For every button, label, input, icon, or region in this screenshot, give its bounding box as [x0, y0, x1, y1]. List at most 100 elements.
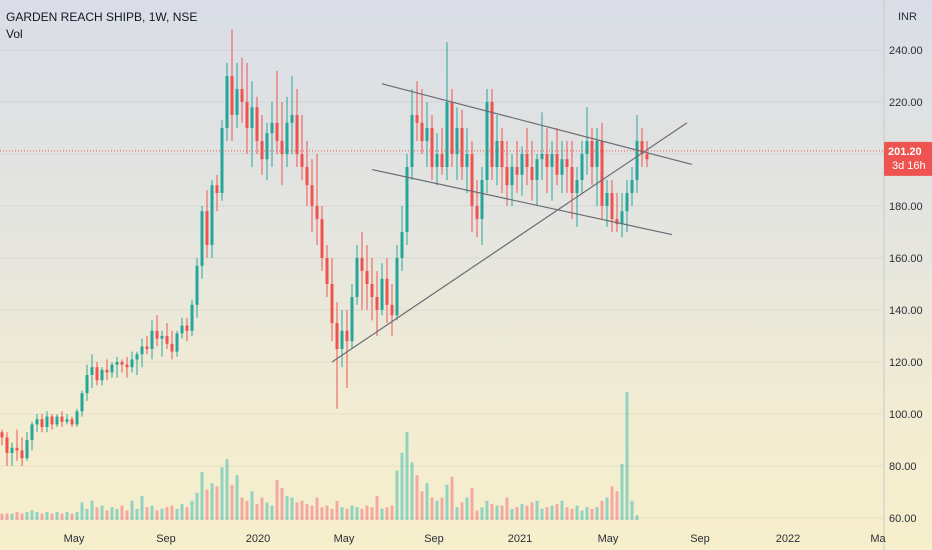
volume-bar [360, 508, 364, 520]
volume-bar [440, 497, 444, 520]
trendline-upper-channel[interactable] [381, 83, 693, 165]
candle [475, 180, 479, 238]
volume-bar [290, 497, 294, 520]
volume-bar [85, 508, 89, 520]
last-price-badge: 201.20 3d 16h [884, 141, 932, 176]
volume-bar [270, 505, 274, 520]
candle [230, 29, 234, 141]
time-tick-label: 2022 [776, 533, 800, 545]
candle [530, 141, 534, 201]
price-axis: INR240.00220.00200.00180.00160.00140.001… [889, 11, 923, 525]
volume-bar [410, 462, 414, 520]
candle [485, 89, 489, 193]
time-tick-label: May [334, 533, 355, 545]
time-tick-label: Ma [870, 533, 886, 545]
volume-bar [150, 505, 154, 520]
volume-bar [585, 507, 589, 520]
candle [125, 356, 129, 378]
candle [70, 416, 74, 427]
volume-bar [320, 507, 324, 520]
volume-bar [155, 510, 159, 520]
volume-bar [165, 507, 169, 520]
volume-bar [210, 483, 214, 520]
volume-bar [295, 502, 299, 520]
candle [325, 245, 329, 297]
volume-bar [220, 467, 224, 520]
volume-bar [75, 512, 79, 520]
candle [135, 351, 139, 375]
bar-countdown: 3d 16h [892, 160, 926, 172]
volume-bar [425, 483, 429, 520]
candle [355, 245, 359, 305]
candle [320, 206, 324, 271]
candle [155, 315, 159, 347]
candle [120, 359, 124, 373]
volume-bar [160, 508, 164, 520]
candle [340, 310, 344, 368]
volume-bar [535, 500, 539, 520]
candle [145, 336, 149, 355]
candle [295, 89, 299, 167]
volume-bar [580, 510, 584, 520]
candle [5, 432, 9, 466]
trendlines [331, 83, 693, 363]
volume-bar [275, 480, 279, 520]
chart-title: GARDEN REACH SHIPB, 1W, NSE [6, 10, 198, 24]
candle [565, 141, 569, 193]
candle [30, 421, 34, 451]
price-tick-label: 120.00 [889, 357, 923, 369]
volume-bar [495, 505, 499, 520]
time-axis: May Sep 2020 May Sep 2021 May Sep 2022 Ma [64, 533, 887, 545]
price-tick-label: 100.00 [889, 409, 923, 421]
volume-bar [630, 500, 634, 520]
volume-bar [590, 508, 594, 520]
candle [280, 102, 284, 186]
volume-bar [510, 508, 514, 520]
price-tick-label: 180.00 [889, 201, 923, 213]
candle [245, 63, 249, 154]
candle [20, 437, 24, 466]
candle [395, 245, 399, 321]
volume-bar [310, 505, 314, 520]
candle [90, 354, 94, 388]
volume-bar [225, 459, 229, 520]
volume-bar [90, 500, 94, 520]
candle [600, 122, 604, 219]
volume-bar [245, 500, 249, 520]
candle [370, 258, 374, 321]
volume-bar [20, 513, 24, 520]
candle [590, 128, 594, 186]
candle [205, 190, 209, 258]
trendline-lower-channel[interactable] [371, 169, 673, 236]
volume-bar [475, 510, 479, 520]
candle [615, 193, 619, 232]
last-price-value: 201.20 [888, 146, 922, 158]
candle [35, 414, 39, 433]
volume-bar [365, 505, 369, 520]
candle [630, 167, 634, 206]
volume-bar [55, 512, 59, 520]
candle [465, 128, 469, 193]
candle [455, 107, 459, 180]
volume-bar [255, 504, 259, 520]
volume-bar [145, 507, 149, 520]
candle [415, 81, 419, 141]
candle [165, 323, 169, 349]
candle [445, 42, 449, 180]
candle [150, 320, 154, 360]
volume-bar [140, 496, 144, 520]
volume-bar [335, 500, 339, 520]
volume-bar [235, 475, 239, 520]
candle [15, 429, 19, 461]
volume-indicator-label[interactable]: Vol [6, 27, 23, 41]
candle [540, 112, 544, 180]
volume-bar [545, 507, 549, 520]
volume-bar [175, 508, 179, 520]
volume-bar [470, 488, 474, 520]
volume-bar [550, 505, 554, 520]
volume-bar [15, 512, 19, 520]
candle [640, 128, 644, 167]
candle [425, 102, 429, 167]
trendline-rising-support[interactable] [331, 122, 688, 363]
